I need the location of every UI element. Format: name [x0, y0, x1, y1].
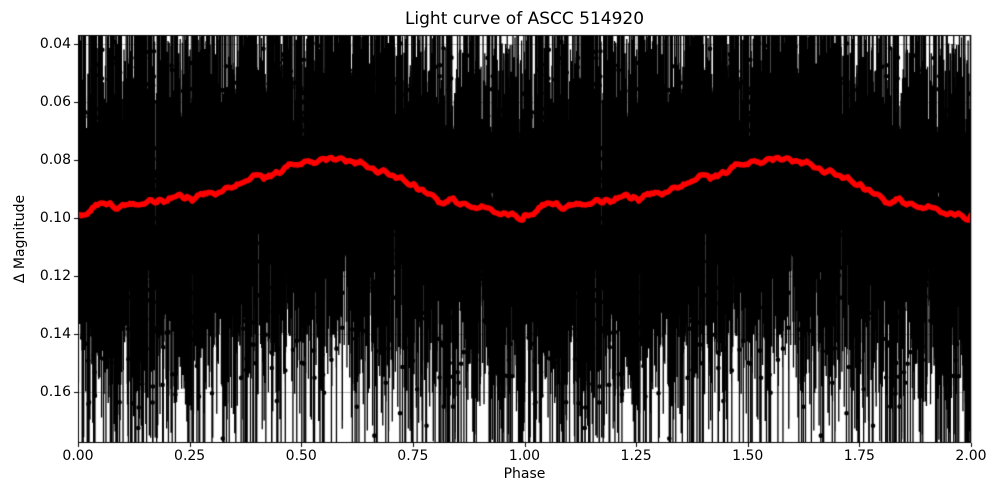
y-tick-label: 0.14: [39, 325, 71, 342]
x-tick-label: 1.00: [508, 448, 541, 464]
y-tick-label: 0.12: [39, 267, 71, 284]
y-tick-label: 0.08: [39, 151, 71, 168]
y-tick-label: 0.04: [39, 35, 71, 52]
y-tick-label: 0.06: [39, 93, 71, 110]
y-tick-label: 0.10: [39, 209, 71, 226]
x-tick-label: 0.50: [285, 448, 317, 464]
y-tick-label: 0.16: [39, 383, 71, 400]
x-tick-label: 2.00: [955, 448, 987, 464]
x-tick-label: 1.50: [732, 448, 764, 464]
x-tick-label: 0.25: [174, 448, 206, 464]
x-axis-label: Phase: [503, 466, 546, 482]
x-tick-label: 1.25: [620, 448, 652, 464]
chart-title: Light curve of ASCC 514920: [404, 9, 645, 29]
x-tick-label: 1.75: [843, 448, 875, 464]
x-tick-label: 0.00: [62, 448, 94, 464]
x-tick-label: 0.75: [397, 448, 429, 464]
